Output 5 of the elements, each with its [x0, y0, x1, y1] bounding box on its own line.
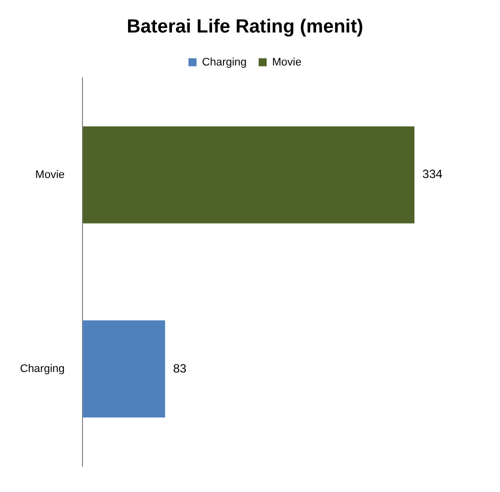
- data-label: 83: [173, 361, 187, 376]
- chart-title: Baterai Life Rating (menit): [126, 16, 364, 38]
- legend-label: Movie: [272, 56, 302, 68]
- legend-label: Charging: [202, 56, 247, 68]
- data-label: 334: [422, 167, 443, 182]
